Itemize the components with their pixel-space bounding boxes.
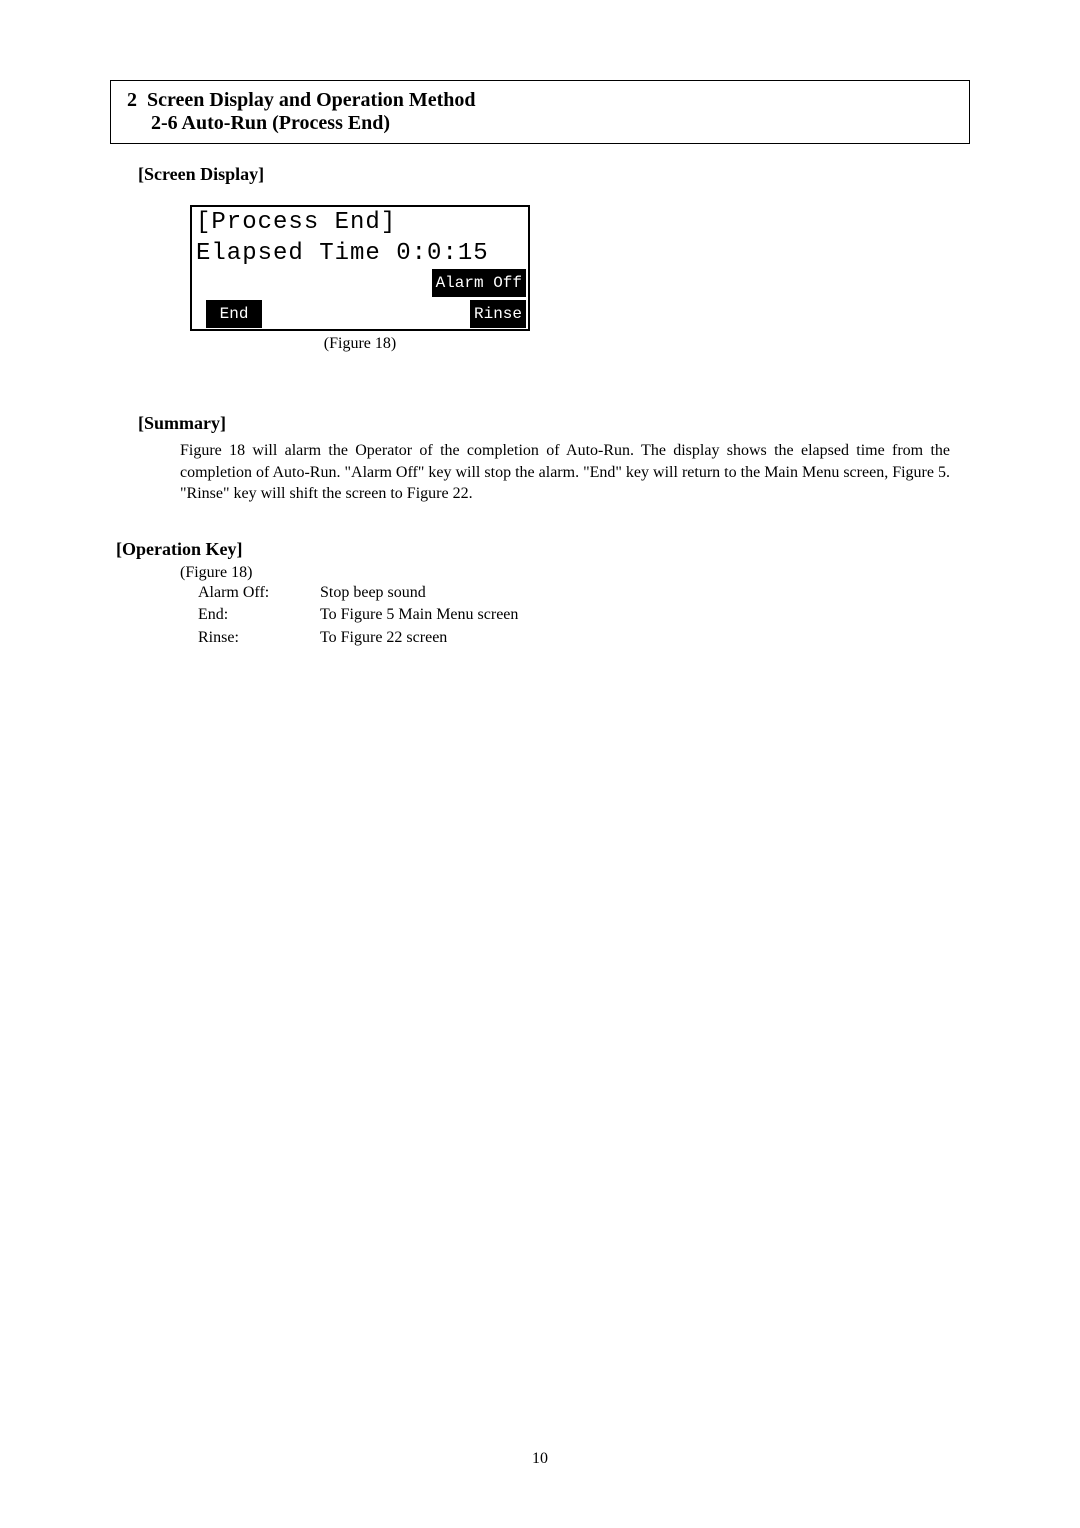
section-number: 2 [127,89,137,111]
summary-heading: [Summary] [138,413,970,434]
section-title-line: 2 Screen Display and Operation Method [127,89,953,112]
lcd-line-3: Alarm Off [432,269,526,297]
end-button-label: End [220,305,249,323]
op-key-label: Rinse: [180,627,320,649]
lcd-screen: [Process End] Elapsed Time 0:0:15 Alarm … [190,205,530,331]
op-key-desc: To Figure 22 screen [320,627,970,649]
operation-key-figure-ref: (Figure 18) [180,564,970,582]
op-key-row: Rinse: To Figure 22 screen [180,627,970,649]
op-key-label: End: [180,604,320,626]
op-key-desc: To Figure 5 Main Menu screen [320,604,970,626]
operation-key-list: Alarm Off: Stop beep sound End: To Figur… [180,582,970,649]
alarm-off-button[interactable]: Alarm Off [432,269,526,297]
summary-text: Figure 18 will alarm the Operator of the… [180,440,950,505]
lcd-line-1: [Process End] [192,207,528,238]
figure-18-caption: (Figure 18) [190,335,530,353]
page-number: 10 [0,1450,1080,1468]
screen-display-heading: [Screen Display] [138,164,970,185]
section-header-box: 2 Screen Display and Operation Method 2-… [110,80,970,144]
end-button[interactable]: End [206,300,262,328]
op-key-desc: Stop beep sound [320,582,970,604]
rinse-button[interactable]: Rinse [470,300,526,328]
operation-key-heading: [Operation Key] [116,539,970,560]
op-key-row: Alarm Off: Stop beep sound [180,582,970,604]
section-title-text: Screen Display and Operation Method [147,89,476,111]
lcd-container: [Process End] Elapsed Time 0:0:15 Alarm … [190,205,970,353]
op-key-label: Alarm Off: [180,582,320,604]
subsection-title: 2-6 Auto-Run (Process End) [151,112,953,135]
lcd-line-2: Elapsed Time 0:0:15 [192,238,528,269]
op-key-row: End: To Figure 5 Main Menu screen [180,604,970,626]
